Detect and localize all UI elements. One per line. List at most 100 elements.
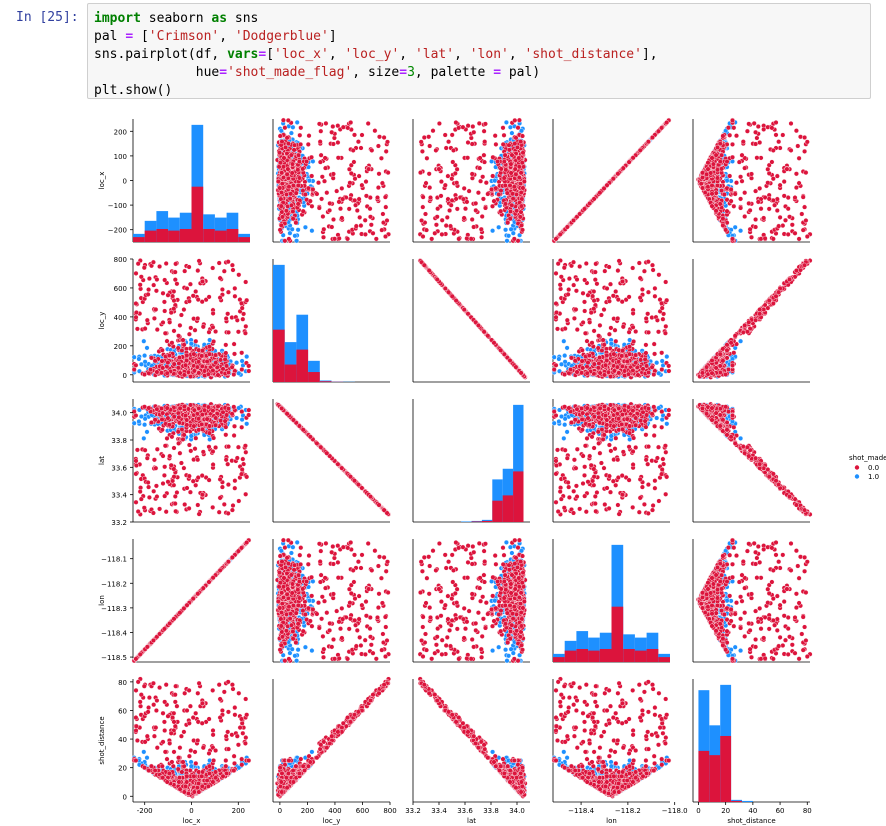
scatter-point bbox=[571, 217, 577, 223]
scatter-point bbox=[324, 190, 330, 196]
scatter-point bbox=[777, 182, 783, 188]
scatter-point bbox=[442, 132, 448, 138]
scatter-point bbox=[498, 166, 504, 172]
scatter-point bbox=[280, 117, 286, 123]
scatter-point bbox=[507, 124, 513, 130]
scatter-point bbox=[290, 182, 296, 188]
scatter-point bbox=[501, 159, 507, 165]
scatter-point bbox=[331, 135, 337, 141]
scatter-point bbox=[372, 128, 378, 134]
scatter-point bbox=[339, 185, 345, 191]
scatter-point bbox=[753, 216, 759, 222]
scatter-point bbox=[456, 125, 462, 131]
scatter-point bbox=[353, 223, 359, 229]
code-token: sns bbox=[227, 11, 259, 26]
scatter-point bbox=[492, 133, 498, 139]
scatter-point bbox=[564, 224, 570, 230]
scatter-point bbox=[500, 141, 506, 147]
scatter-point bbox=[444, 214, 450, 220]
scatter-point bbox=[138, 361, 144, 367]
scatter-point bbox=[330, 175, 336, 181]
scatter-point bbox=[802, 204, 808, 210]
scatter-point bbox=[279, 189, 285, 195]
scatter-point bbox=[512, 117, 518, 123]
scatter-point bbox=[286, 236, 292, 242]
scatter-point bbox=[713, 152, 719, 158]
code-token: 'lon' bbox=[470, 47, 509, 62]
scatter-point bbox=[338, 206, 344, 212]
scatter-point bbox=[479, 213, 485, 219]
scatter-point bbox=[316, 180, 322, 186]
scatter-point bbox=[742, 213, 748, 219]
scatter-point bbox=[512, 141, 518, 147]
scatter-point bbox=[766, 206, 772, 212]
scatter-point bbox=[330, 171, 336, 177]
code-token: , bbox=[219, 29, 235, 44]
scatter-point bbox=[439, 231, 445, 237]
scatter-point bbox=[496, 191, 502, 197]
scatter-point bbox=[335, 139, 341, 145]
scatter-point bbox=[742, 165, 748, 171]
scatter-point bbox=[719, 166, 725, 172]
code-line: sns.pairplot(df, vars=['loc_x', 'loc_y',… bbox=[94, 46, 864, 64]
scatter-point bbox=[359, 182, 365, 188]
scatter-point bbox=[367, 206, 373, 212]
scatter-point bbox=[724, 141, 730, 147]
scatter-point bbox=[645, 139, 651, 145]
scatter-point bbox=[770, 147, 776, 153]
scatter-point bbox=[520, 185, 526, 191]
scatter-point bbox=[288, 191, 294, 197]
hist-bar-0.0 bbox=[133, 237, 145, 242]
scatter-point bbox=[279, 139, 285, 145]
scatter-point bbox=[298, 141, 304, 147]
scatter-point bbox=[721, 191, 727, 197]
scatter-point bbox=[293, 190, 299, 196]
code-line: hue='shot_made_flag', size=3, palette = … bbox=[94, 64, 864, 82]
scatter-point bbox=[366, 166, 372, 172]
code-cell[interactable]: import seaborn as sns pal = ['Crimson', '… bbox=[87, 3, 871, 99]
scatter-point bbox=[345, 125, 351, 131]
scatter-point bbox=[285, 141, 291, 147]
scatter-point bbox=[427, 143, 433, 149]
scatter-point bbox=[450, 159, 456, 165]
scatter-point bbox=[142, 353, 148, 359]
scatter-point bbox=[734, 180, 740, 186]
scatter-point bbox=[445, 196, 451, 202]
code-token: pal bbox=[94, 29, 125, 44]
scatter-point bbox=[787, 214, 793, 220]
scatter-point bbox=[725, 125, 731, 131]
code-line: import seaborn as sns bbox=[94, 10, 864, 28]
scatter-point bbox=[329, 129, 335, 135]
scatter-point bbox=[454, 166, 460, 172]
hist-bar-0.0 bbox=[214, 230, 227, 242]
scatter-point bbox=[731, 125, 737, 131]
scatter-point bbox=[321, 234, 327, 240]
scatter-point bbox=[471, 224, 477, 230]
scatter-point bbox=[296, 152, 302, 158]
scatter-point bbox=[433, 147, 439, 153]
scatter-point bbox=[290, 161, 296, 167]
scatter-point bbox=[285, 117, 291, 123]
scatter-point bbox=[503, 201, 509, 207]
scatter-point bbox=[345, 236, 351, 242]
scatter-point bbox=[379, 227, 385, 233]
scatter-point bbox=[802, 148, 808, 154]
scatter-point bbox=[732, 224, 738, 230]
scatter-point bbox=[322, 178, 328, 184]
scatter-point bbox=[724, 178, 730, 184]
scatter-point bbox=[277, 160, 283, 166]
scatter-point bbox=[715, 167, 721, 173]
scatter-point bbox=[516, 164, 522, 170]
scatter-point bbox=[282, 125, 288, 131]
scatter-point bbox=[803, 170, 809, 176]
scatter-point bbox=[519, 222, 525, 228]
scatter-point bbox=[295, 167, 301, 173]
scatter-point bbox=[339, 215, 345, 221]
scatter-point bbox=[277, 185, 283, 191]
hist-bar-1.0 bbox=[156, 211, 169, 242]
code-token: , bbox=[454, 47, 470, 62]
scatter-point bbox=[727, 132, 733, 138]
scatter-point bbox=[514, 208, 520, 214]
code-token: = bbox=[493, 65, 501, 80]
code-token: = bbox=[219, 65, 227, 80]
